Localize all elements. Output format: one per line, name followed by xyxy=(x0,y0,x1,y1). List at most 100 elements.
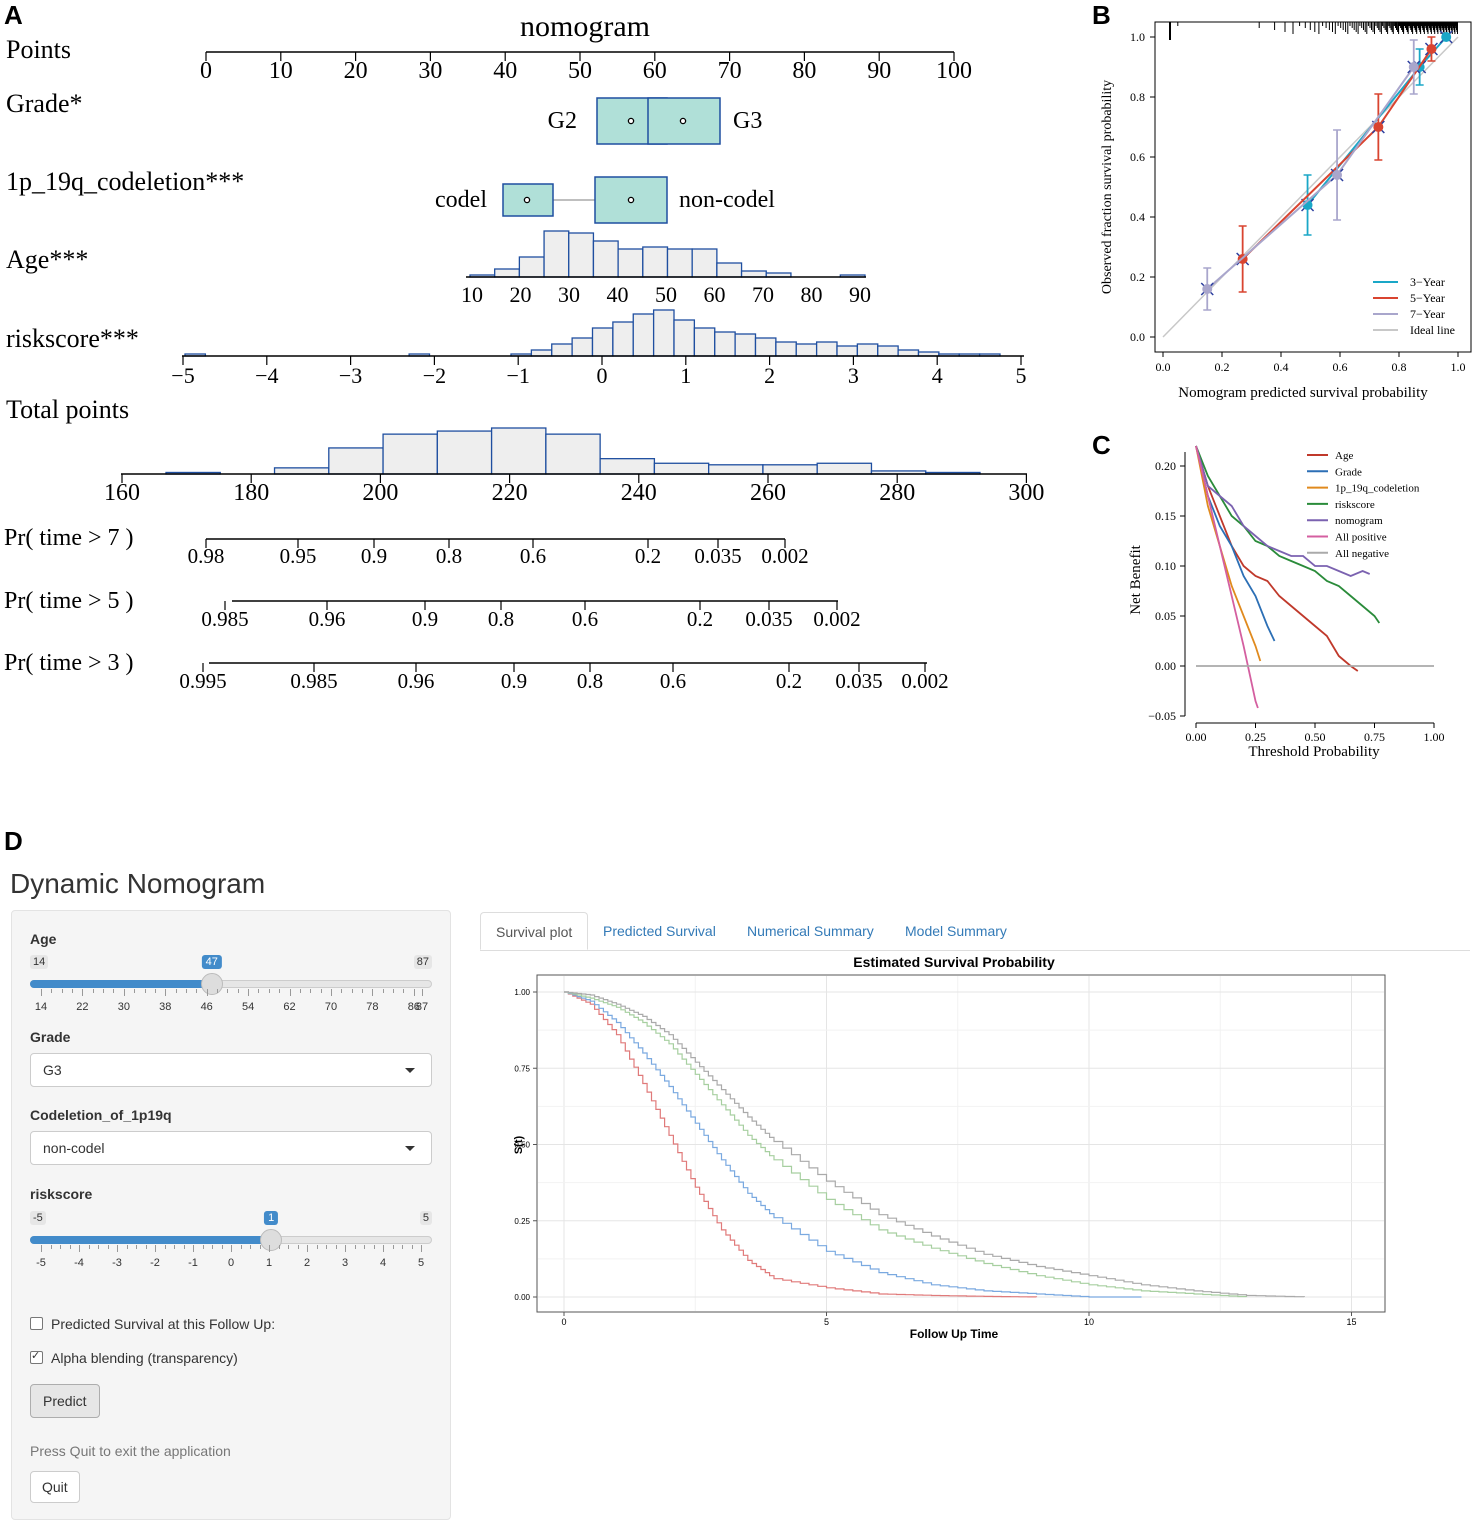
slider-minor-tick xyxy=(72,989,74,993)
calibration-x-tick-label: 0.2 xyxy=(1215,360,1230,374)
tab-survival-plot[interactable]: Survival plot xyxy=(480,912,589,950)
slider-minor-tick xyxy=(403,989,405,993)
riskscore-slider[interactable]: -5 5 1 -5 -4 -3 -2 -1 0 1 2 3 4 5 xyxy=(30,1211,432,1281)
age-input-label: Age xyxy=(30,931,57,947)
dca-y-label: Net Benefit xyxy=(1128,544,1144,614)
calibration-y-tick-label: 1.0 xyxy=(1130,30,1145,44)
quit-button[interactable]: Quit xyxy=(30,1471,80,1503)
riskscore-label: riskscore*** xyxy=(6,324,139,353)
calibration-y-tick-label: 0.2 xyxy=(1130,270,1145,284)
points-tick-label: 40 xyxy=(493,58,517,84)
points-tick-label: 0 xyxy=(200,58,212,84)
dca-legend-label: All negative xyxy=(1335,548,1389,560)
checkbox-icon[interactable] xyxy=(30,1317,43,1330)
slider-minor-tick xyxy=(60,1245,61,1249)
pr5-tick-label: 0.002 xyxy=(813,607,860,631)
grade-select[interactable]: G3 xyxy=(30,1053,432,1087)
tab-model-summary[interactable]: Model Summary xyxy=(905,923,1007,939)
dca-y-tick-label: 0.05 xyxy=(1155,609,1176,623)
slider-tick-label: 22 xyxy=(76,1001,89,1013)
riskscore-tick-label: −3 xyxy=(339,363,362,388)
age-label: Age*** xyxy=(6,245,88,274)
grade-box-g3 xyxy=(647,97,721,145)
panel-letter-c: C xyxy=(1092,430,1111,460)
predict-button[interactable]: Predict xyxy=(30,1384,100,1418)
age-tick-label: 60 xyxy=(704,282,726,307)
age-slider[interactable]: 14 87 47 14 22 30 38 46 54 62 70 78 86 87 xyxy=(30,955,432,1025)
riskscore-histogram-bar xyxy=(795,343,818,357)
panel-letter-a: A xyxy=(4,0,23,30)
pr3-tick-label: 0.96 xyxy=(398,669,435,693)
checkbox-checked-icon[interactable] xyxy=(30,1349,43,1364)
total-points-tick-label: 280 xyxy=(879,480,915,506)
slider-tick xyxy=(79,1245,80,1252)
slider-minor-tick xyxy=(250,1245,251,1249)
survival-y-tick-label: 0.00 xyxy=(514,1293,530,1302)
codeletion-select[interactable]: non-codel xyxy=(30,1131,432,1165)
pr7-tick-label: 0.98 xyxy=(188,544,225,568)
slider-minor-tick xyxy=(69,1245,71,1249)
slider-minor-tick xyxy=(259,1245,261,1249)
total-points-histogram-bar xyxy=(436,430,493,475)
age-slider-value: 47 xyxy=(201,955,222,969)
slider-minor-tick xyxy=(335,1245,337,1249)
total-points-label: Total points xyxy=(6,395,129,424)
slider-tick xyxy=(123,989,125,996)
grade-input-label: Grade xyxy=(30,1029,71,1045)
slider-minor-tick xyxy=(174,1245,175,1249)
slider-minor-tick xyxy=(411,1245,413,1249)
slider-minor-tick xyxy=(258,989,260,993)
slider-minor-tick xyxy=(196,989,198,993)
slider-minor-tick xyxy=(212,1245,213,1249)
alpha-blending-checkbox[interactable]: Alpha blending (transparency) xyxy=(30,1349,238,1366)
slider-tick-label: 87 xyxy=(415,1001,429,1013)
slider-tick xyxy=(307,1245,308,1252)
survival-x-tick-label: 5 xyxy=(824,1317,829,1327)
slider-tick-label: 30 xyxy=(117,1001,130,1013)
survival-title: Estimated Survival Probability xyxy=(853,954,1055,970)
slider-minor-tick xyxy=(154,989,156,993)
slider-minor-tick xyxy=(279,989,281,993)
tab-bar: Survival plot Predicted Survival Numeric… xyxy=(480,912,1470,951)
pr7-tick-label: 0.002 xyxy=(761,544,808,568)
slider-minor-tick xyxy=(393,989,395,993)
dca-y-tick-label: 0.10 xyxy=(1155,559,1176,573)
slider-tick xyxy=(413,989,415,996)
followup-checkbox[interactable]: Predicted Survival at this Follow Up: xyxy=(30,1316,275,1332)
chevron-down-icon xyxy=(405,1146,415,1151)
slider-minor-tick xyxy=(202,1245,204,1249)
nomogram-title: nomogram xyxy=(520,10,650,43)
survival-plot: Estimated Survival Probability Follow Up… xyxy=(513,954,1386,1341)
riskscore-slider-handle[interactable] xyxy=(260,1229,283,1251)
riskscore-slider-fill xyxy=(30,1236,272,1244)
slider-tick-label: 1 xyxy=(265,1257,273,1269)
slider-minor-tick xyxy=(134,989,136,993)
slider-minor-tick xyxy=(362,989,364,993)
survival-x-tick-label: 10 xyxy=(1084,1317,1094,1327)
dca-y-tick-label: −0.05 xyxy=(1148,709,1176,723)
points-tick-label: 80 xyxy=(792,58,816,84)
dca-legend-label: riskscore xyxy=(1335,499,1375,511)
slider-tick-label: -5 xyxy=(36,1257,46,1269)
dca-series-line xyxy=(1195,445,1259,709)
panel-letter-d: D xyxy=(4,826,23,856)
tab-numerical-summary[interactable]: Numerical Summary xyxy=(747,923,874,939)
pr7-tick-label: 0.8 xyxy=(436,544,462,568)
nomogram-chart: nomogram Points Grade* 1p_19q_codeletion… xyxy=(4,10,1044,693)
total-points-histogram-bar xyxy=(653,462,710,475)
pr3-tick-label: 0.2 xyxy=(776,669,802,693)
calibration-x-label: Nomogram predicted survival probability xyxy=(1178,385,1428,401)
slider-minor-tick xyxy=(299,989,301,993)
riskscore-tick-label: 3 xyxy=(848,363,859,388)
slider-tick-label: 62 xyxy=(283,1001,296,1013)
riskscore-histogram-bar xyxy=(734,333,757,357)
calibration-x-tick-label: 0.6 xyxy=(1333,360,1348,374)
age-histogram-bar xyxy=(740,270,767,278)
tab-predicted-survival[interactable]: Predicted Survival xyxy=(603,923,716,939)
age-slider-fill xyxy=(30,980,212,988)
calibration-point xyxy=(1441,32,1452,42)
slider-minor-tick xyxy=(92,989,94,993)
riskscore-histogram-bar xyxy=(530,349,553,357)
age-slider-max: 87 xyxy=(413,955,432,969)
pr7-tick-label: 0.6 xyxy=(520,544,546,568)
